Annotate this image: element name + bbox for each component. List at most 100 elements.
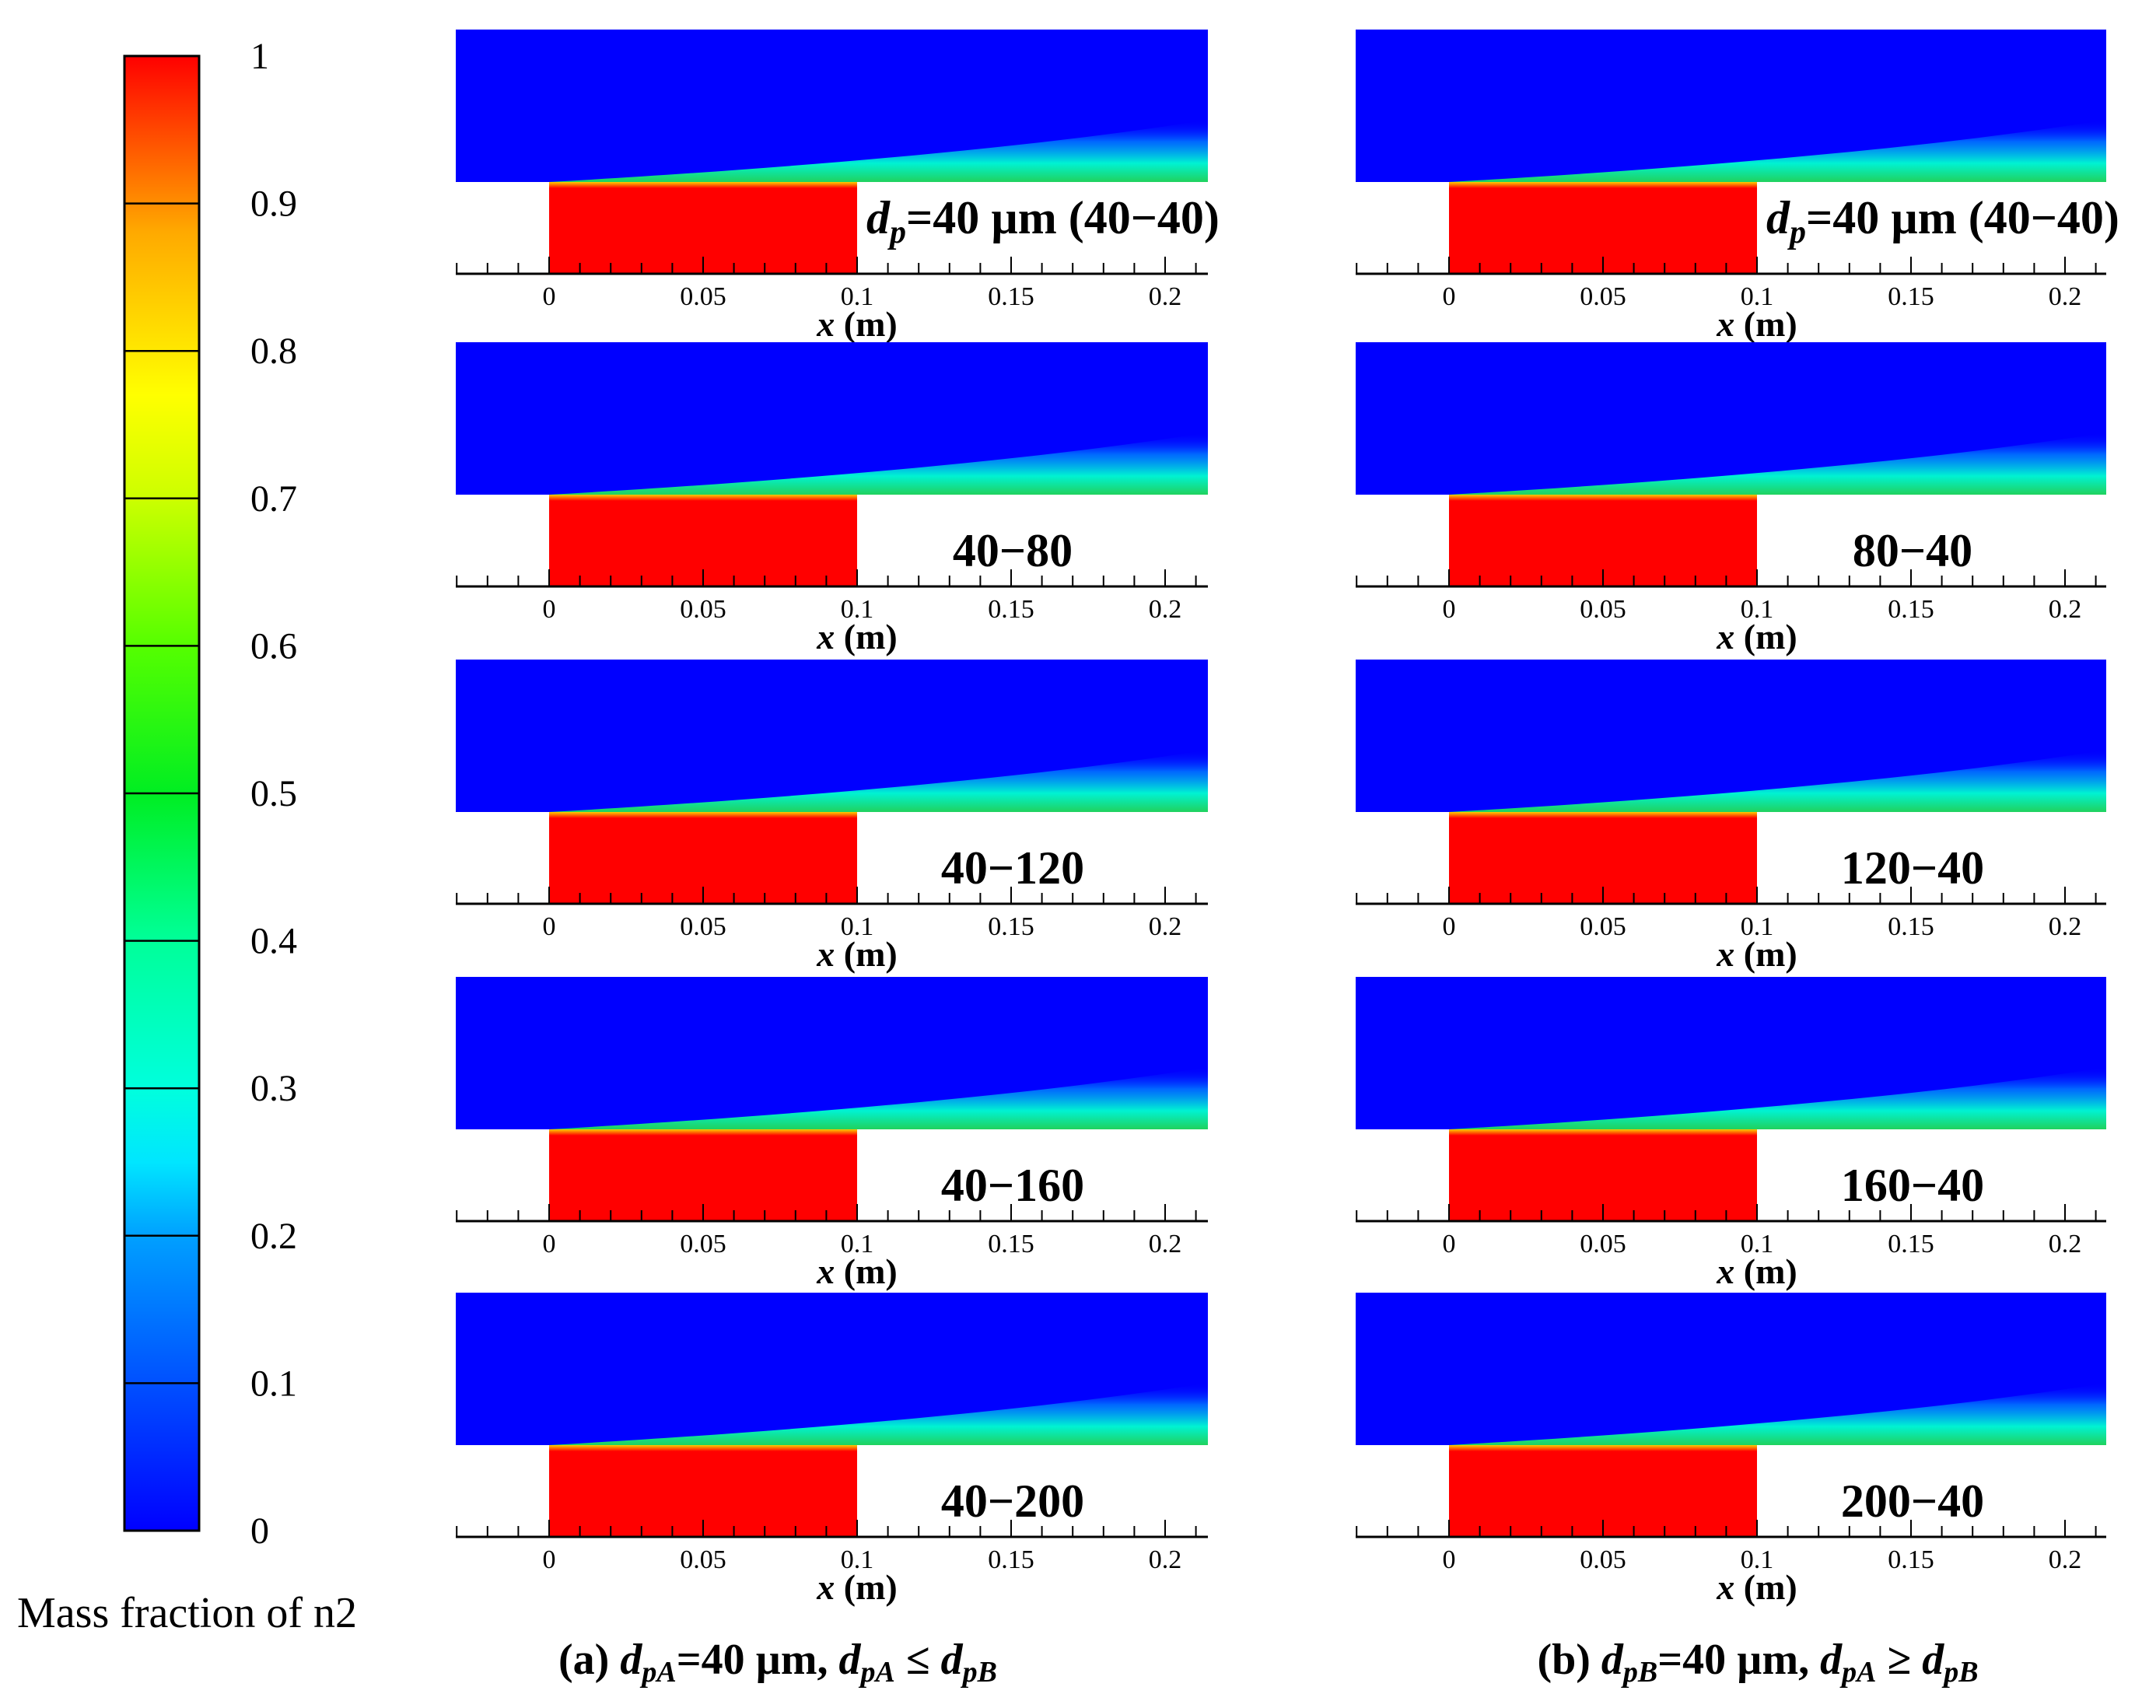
case-label: 40−160: [941, 1160, 1084, 1211]
contour-panel: 0 0.05 0.1 0.15 0.2 x (m) 40−200: [456, 1293, 1208, 1607]
x-axis-label: x (m): [1716, 304, 1797, 344]
x-tick-label: 0.1: [841, 282, 874, 311]
x-tick-label: 0.15: [988, 595, 1034, 624]
caption-a: (a) dpA=40 µm, dpA ≤ dpB: [558, 1636, 997, 1689]
bed-interface: [549, 495, 857, 501]
x-tick-label: 0.05: [1580, 282, 1626, 311]
x-tick-label: 0: [543, 912, 556, 941]
x-tick-label: 0.05: [680, 1545, 726, 1574]
colorbar-tick-label: 0: [250, 1510, 269, 1552]
x-tick-label: 0.1: [1741, 595, 1774, 624]
contour-panel: 0 0.05 0.1 0.15 0.2 x (m) 40−80: [456, 342, 1208, 656]
case-label: 40−120: [941, 842, 1084, 894]
x-tick-label: 0.15: [988, 1545, 1034, 1574]
x-tick-label: 0.1: [1741, 912, 1774, 941]
plume-layer: [1449, 750, 2106, 812]
colorbar-tick-label: 0.1: [250, 1363, 297, 1404]
x-axis-label: x (m): [816, 1251, 897, 1291]
case-label: 80−40: [1853, 525, 1972, 576]
x-tick-label: 0: [543, 282, 556, 311]
x-tick-label: 0.2: [2049, 595, 2082, 624]
case-label: dp=40 µm (40−40): [1766, 192, 2119, 250]
x-axis-label: x (m): [816, 934, 897, 974]
x-tick-label: 0.2: [1149, 912, 1182, 941]
x-tick-label: 0.05: [680, 1230, 726, 1258]
x-axis-label: x (m): [816, 1567, 897, 1607]
x-tick-label: 0.15: [1888, 912, 1934, 941]
plume-layer: [1449, 1067, 2106, 1129]
plume-layer: [549, 432, 1208, 495]
x-tick-label: 0.05: [1580, 1230, 1626, 1258]
x-tick-label: 0.05: [680, 595, 726, 624]
colorbar-tick-label: 0.6: [250, 625, 297, 667]
plume-layer: [549, 1383, 1208, 1445]
x-tick-label: 0.05: [680, 912, 726, 941]
contour-panel: 0 0.05 0.1 0.15 0.2 x (m) 200−40: [1356, 1293, 2106, 1607]
x-tick-label: 0.2: [1149, 595, 1182, 624]
bed-interface: [1449, 812, 1757, 818]
colorbar: 0 0.1 0.2 0.3 0.4 0.5 0.6 0.7 0.8 0.9 1 Mass fract…: [17, 36, 357, 1637]
x-tick-label: 0: [1443, 1545, 1456, 1574]
contour-panel: 0 0.05 0.1 0.15 0.2 x (m) 160−40: [1356, 977, 2106, 1291]
plume-layer: [549, 120, 1208, 182]
case-label: 200−40: [1841, 1475, 1984, 1527]
plume-layer: [1449, 120, 2106, 182]
case-label: dp=40 µm (40−40): [866, 192, 1220, 250]
x-tick-label: 0: [543, 595, 556, 624]
x-axis-label: x (m): [1716, 1251, 1797, 1291]
bed-interface: [1449, 182, 1757, 188]
contour-panel: 0 0.05 0.1 0.15 0.2 x (m) 120−40: [1356, 660, 2106, 974]
colorbar-tick-label: 1: [250, 36, 269, 77]
contour-panel: 0 0.05 0.1 0.15 0.2 x (m) 40−120: [456, 660, 1208, 974]
x-tick-label: 0.05: [1580, 595, 1626, 624]
colorbar-tick-label: 0.4: [250, 921, 297, 962]
contour-panel: 0 0.05 0.1 0.15 0.2 x (m) 80−40: [1356, 342, 2106, 656]
x-tick-label: 0.1: [841, 595, 874, 624]
x-tick-label: 0: [543, 1545, 556, 1574]
x-axis-label: x (m): [816, 617, 897, 656]
x-axis-label: x (m): [1716, 617, 1797, 656]
colorbar-tick-label: 0.9: [250, 184, 297, 225]
bed-interface: [549, 812, 857, 818]
x-tick-label: 0.1: [1741, 1230, 1774, 1258]
x-tick-label: 0.15: [1888, 595, 1934, 624]
colorbar-tick-label: 0.7: [250, 478, 297, 520]
case-label: 40−80: [953, 525, 1073, 576]
colorbar-tick-label: 0.2: [250, 1216, 297, 1257]
x-tick-label: 0.15: [988, 282, 1034, 311]
x-tick-label: 0.2: [1149, 1545, 1182, 1574]
x-tick-label: 0: [1443, 282, 1456, 311]
x-tick-label: 0.2: [2049, 1545, 2082, 1574]
x-tick-label: 0: [543, 1230, 556, 1258]
colorbar-tick-label: 0.5: [250, 773, 297, 814]
plume-layer: [1449, 1383, 2106, 1445]
x-tick-label: 0.1: [1741, 1545, 1774, 1574]
bed-interface: [1449, 1129, 1757, 1136]
x-tick-label: 0.15: [988, 912, 1034, 941]
plume-layer: [1449, 432, 2106, 495]
colorbar-tick-label: 0.8: [250, 331, 297, 372]
plume-layer: [549, 750, 1208, 812]
case-label: 40−200: [941, 1475, 1084, 1527]
bed-interface: [1449, 1445, 1757, 1451]
caption-b: (b) dpB=40 µm, dpA ≥ dpB: [1537, 1636, 1978, 1689]
x-axis-label: x (m): [1716, 934, 1797, 974]
bed-interface: [549, 182, 857, 188]
x-tick-label: 0.15: [1888, 1545, 1934, 1574]
x-tick-label: 0.15: [988, 1230, 1034, 1258]
colorbar-label: Mass fraction of n2: [17, 1589, 357, 1637]
x-tick-label: 0.15: [1888, 1230, 1934, 1258]
x-tick-label: 0.1: [841, 912, 874, 941]
x-tick-label: 0: [1443, 912, 1456, 941]
x-tick-label: 0.2: [2049, 912, 2082, 941]
x-axis-label: x (m): [1716, 1567, 1797, 1607]
bed-interface: [1449, 495, 1757, 501]
x-tick-label: 0.2: [2049, 1230, 2082, 1258]
x-tick-label: 0.2: [2049, 282, 2082, 311]
x-tick-label: 0.15: [1888, 282, 1934, 311]
x-tick-label: 0.1: [841, 1230, 874, 1258]
x-tick-label: 0: [1443, 1230, 1456, 1258]
contour-panel: 0 0.05 0.1 0.15 0.2 x (m) 40−160: [456, 977, 1208, 1291]
colorbar-tick-label: 0.3: [250, 1068, 297, 1109]
